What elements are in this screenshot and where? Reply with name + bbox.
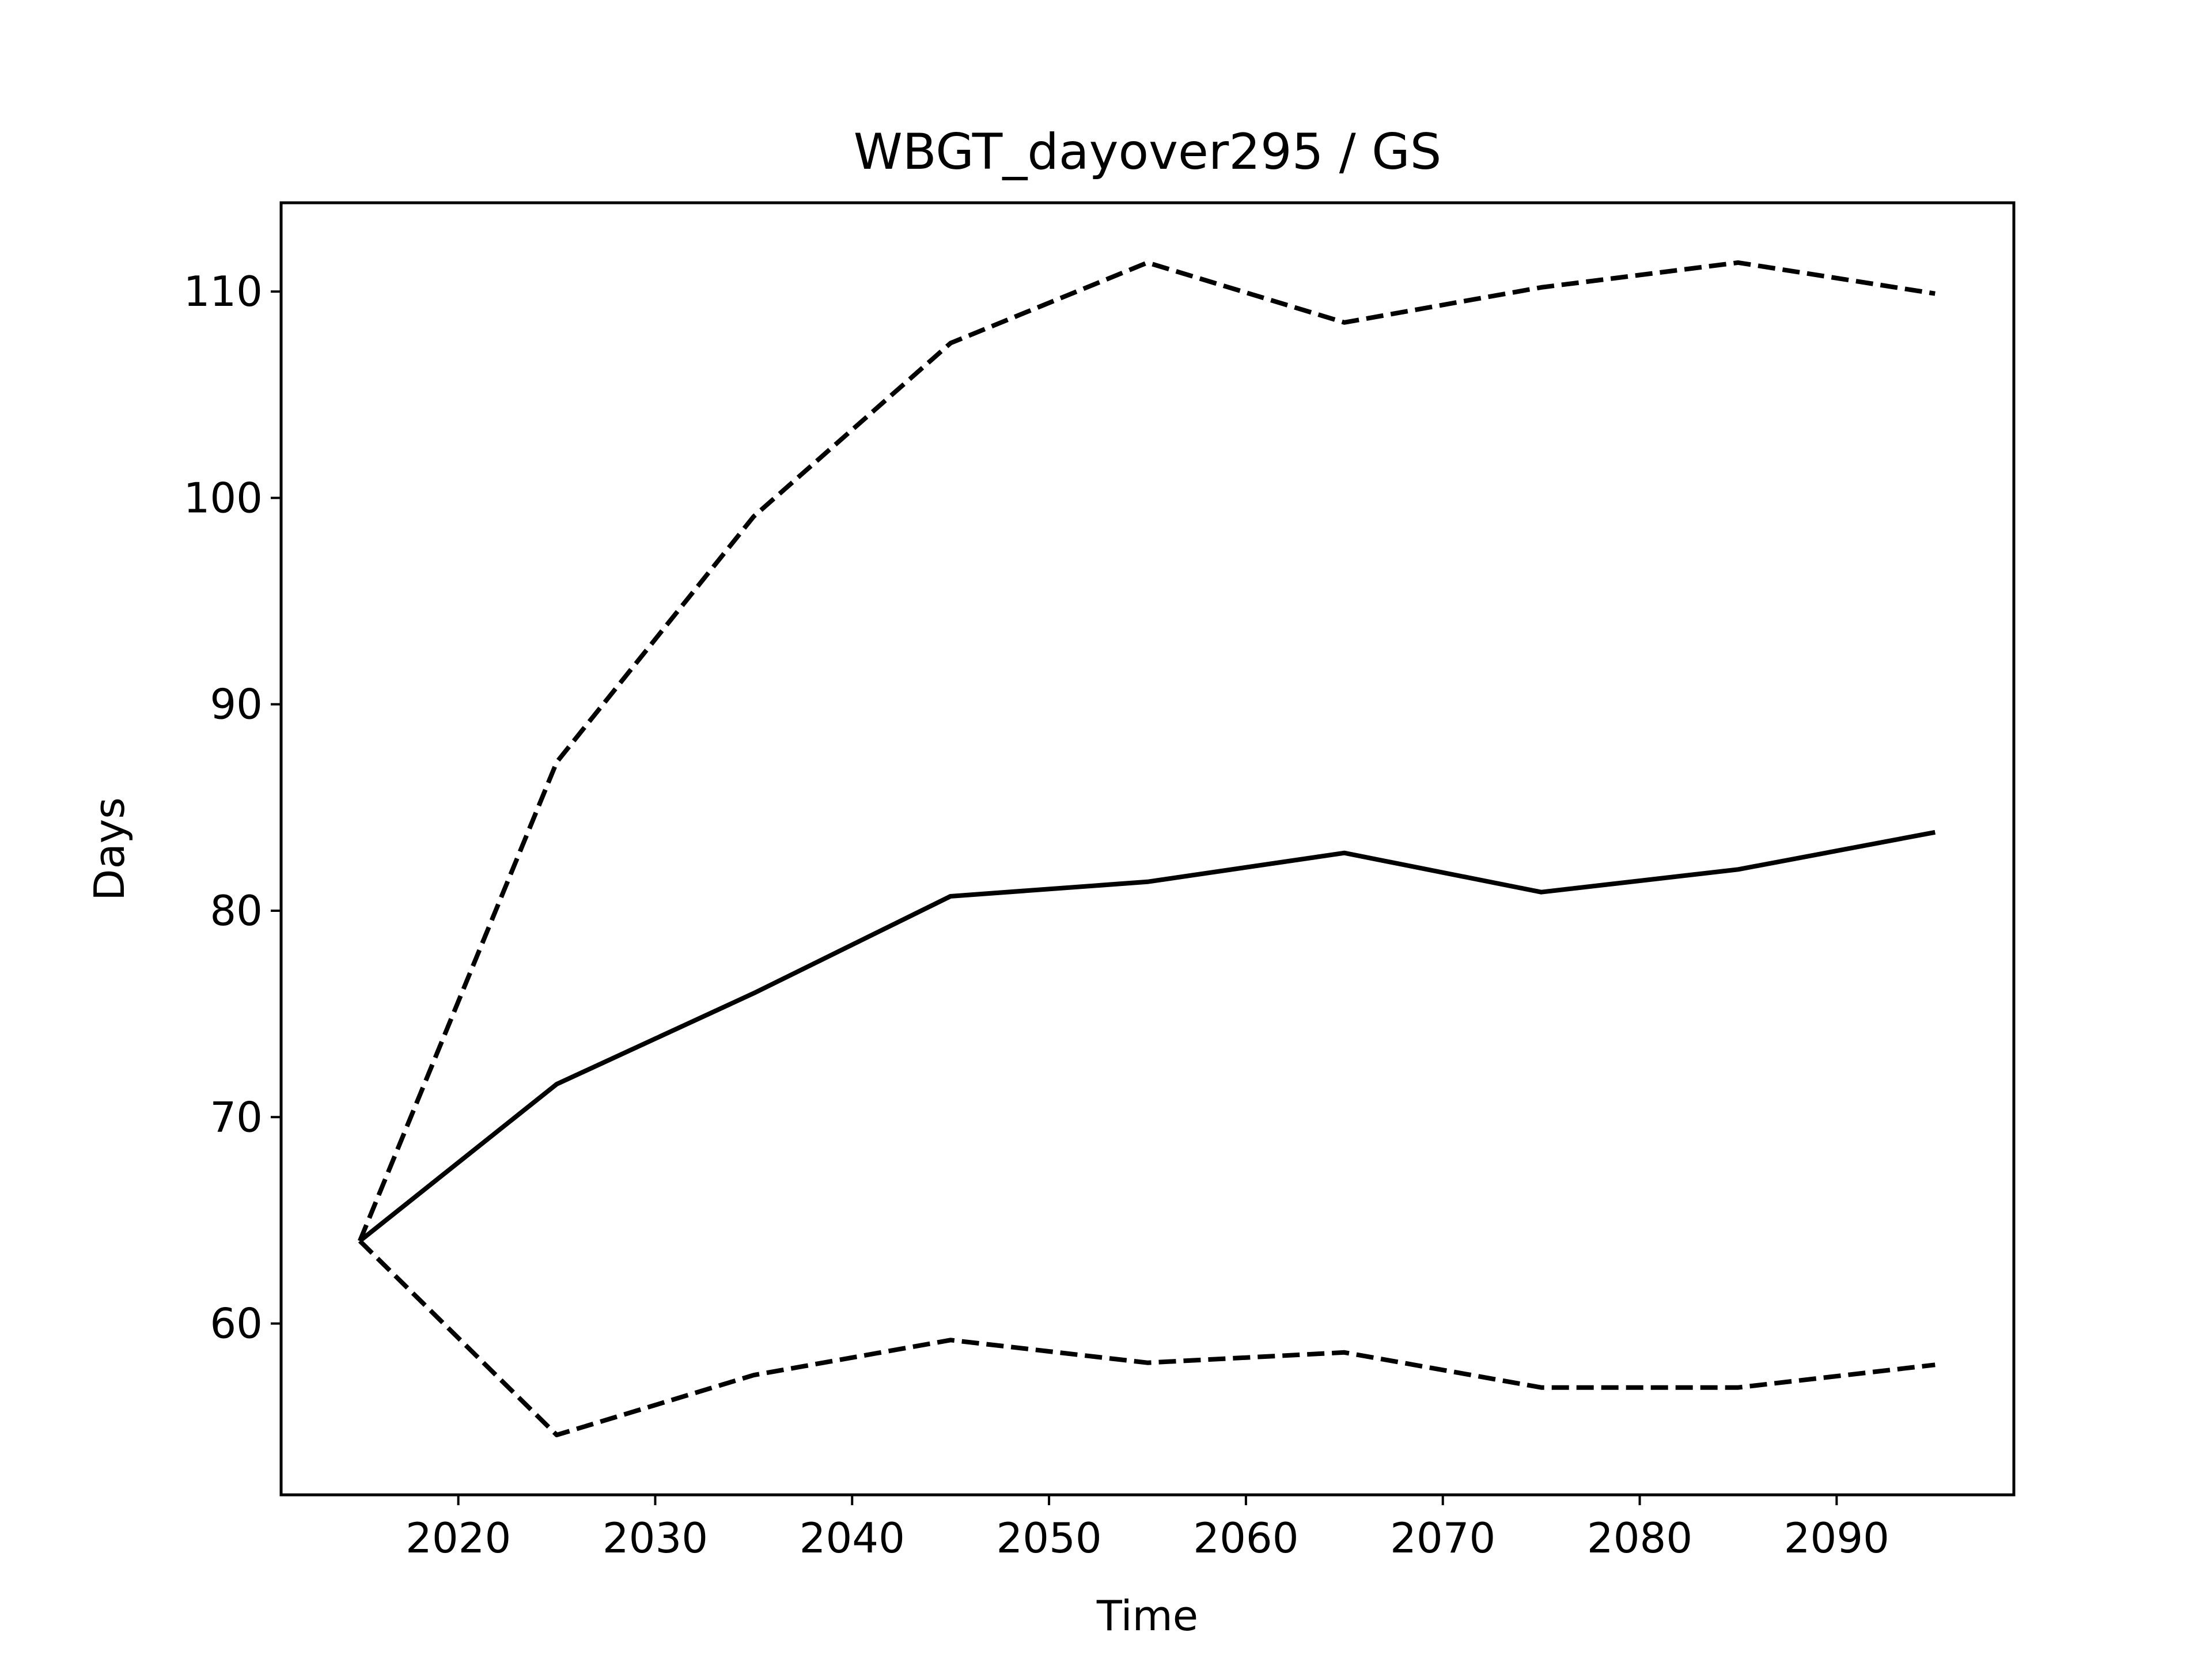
x-tick-label: 2070 [1390,1514,1495,1562]
y-tick-label: 70 [210,1093,263,1141]
y-tick-label: 60 [210,1300,263,1348]
y-tick-label: 100 [184,474,263,522]
x-axis-label: Time [1096,1592,1198,1640]
y-axis-label: Days [85,797,134,901]
x-tick-label: 2090 [1784,1514,1889,1562]
x-tick-label: 2060 [1193,1514,1298,1562]
chart-title: WBGT_dayover295 / GS [854,123,1442,181]
x-tick-label: 2050 [996,1514,1101,1562]
plot-frame [279,201,2016,1497]
series-line-1 [358,830,1936,1243]
x-tick-label: 2080 [1587,1514,1692,1562]
y-tick-label: 80 [210,887,263,935]
x-tick-label: 2020 [406,1514,511,1562]
axis-ticks: 2020 2030 2040 2050 2060 2070 2080 2090 60 70 80 90… [184,267,1889,1562]
x-tick-label: 2040 [800,1514,905,1562]
series-line-3 [358,1239,1936,1438]
series-lines [358,260,1936,1438]
y-tick-label: 90 [210,680,263,729]
y-tick-label: 110 [184,267,263,316]
x-tick-label: 2030 [603,1514,708,1562]
series-line-2 [358,260,1936,1242]
